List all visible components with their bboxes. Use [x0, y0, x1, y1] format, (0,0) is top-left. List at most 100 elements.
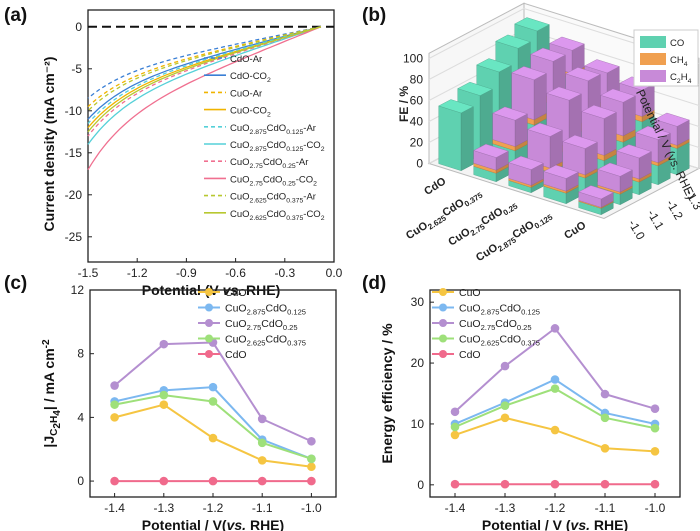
- data-point: [110, 476, 119, 486]
- panel-label-a: (a): [4, 5, 27, 26]
- data-point: [208, 397, 218, 406]
- x-tick-label: -1.1: [252, 501, 273, 515]
- panel-label-b: (b): [362, 5, 386, 26]
- series-line: [87, 26, 322, 137]
- legend-marker: [205, 303, 213, 312]
- legend-entry: CO: [670, 38, 684, 49]
- y-tick-label: -5: [71, 62, 82, 76]
- y-tick-label: 10: [411, 417, 425, 431]
- data-point: [550, 425, 560, 435]
- series-line: [454, 387, 656, 430]
- bar-face-top: [562, 134, 598, 149]
- legend-entry: C2H4: [670, 72, 692, 85]
- data-point: [500, 413, 510, 423]
- y-tick-label: -15: [65, 146, 83, 160]
- data-point: [307, 454, 316, 464]
- x-tick-label: -0.9: [176, 266, 197, 280]
- bar-face-side: [603, 111, 617, 156]
- y-tick-label: 0: [77, 474, 84, 488]
- data-point: [550, 324, 560, 333]
- y-tick-label: 0: [417, 478, 424, 492]
- bar-face-top: [476, 58, 512, 73]
- data-point: [550, 384, 560, 393]
- legend-entry: CuO: [459, 287, 481, 299]
- bar-face-top: [654, 112, 690, 127]
- z-tick-label: 60: [410, 94, 424, 108]
- x-tick-label: -1.4: [445, 501, 466, 515]
- series-line: [87, 26, 322, 145]
- data-point: [208, 476, 218, 486]
- bar-face-top: [495, 34, 531, 49]
- data-point: [257, 456, 267, 465]
- data-point: [450, 407, 460, 417]
- data-point: [450, 422, 460, 432]
- legend-entry: CdO-CO2: [230, 71, 271, 84]
- series-line: [87, 26, 322, 112]
- bar-face-side: [622, 95, 636, 137]
- bar-face-top: [508, 155, 544, 170]
- data-point: [257, 438, 267, 448]
- data-point: [110, 400, 119, 409]
- bar-face-top: [549, 36, 585, 51]
- data-point: [450, 430, 460, 440]
- series-line: [87, 26, 322, 129]
- x-tick-label: -1.4: [104, 501, 125, 515]
- data-point: [110, 381, 119, 390]
- legend-entry: CuO2.75CdO0.25-CO2: [230, 174, 317, 187]
- bar-face-top: [511, 66, 547, 81]
- legend-entry: CuO2.625CdO0.375: [225, 334, 306, 348]
- legend-marker: [439, 303, 447, 312]
- bar-face-top: [635, 125, 671, 140]
- series-line: [87, 26, 322, 99]
- bar-face-side: [549, 129, 563, 169]
- y-tick-label: -10: [65, 104, 83, 118]
- data-point: [650, 404, 660, 414]
- z-tick-label: 20: [410, 136, 424, 150]
- y-tick-label: 30: [411, 295, 425, 309]
- potential-tick-label: -1.1: [644, 207, 667, 232]
- bar-face-top: [527, 122, 563, 137]
- z-tick-label: 80: [410, 73, 424, 87]
- legend-entry: CuO2.75CdO0.25-Ar: [230, 157, 308, 170]
- bar-face-top: [543, 164, 579, 179]
- x-tick-label: 0.0: [326, 266, 343, 280]
- data-point: [500, 361, 510, 371]
- data-point: [307, 462, 316, 472]
- data-point: [257, 414, 267, 424]
- data-point: [650, 423, 660, 433]
- chart-c: -1.4 -1.3 -1.2 -1.1 -1.0 0 4 8 12 Potential / V(v…: [41, 283, 337, 531]
- y-tick-label: 12: [71, 283, 85, 297]
- potential-tick-label: -1.2: [663, 197, 686, 222]
- data-point: [307, 476, 316, 486]
- data-point: [110, 413, 119, 422]
- chart-a: -1.5 -1.2 -0.9 -0.6 -0.3 0.00-5-10-15-20-25Po…: [41, 9, 343, 298]
- legend-swatch: [640, 53, 666, 65]
- series-line: [113, 341, 312, 443]
- bar-face-top: [492, 106, 528, 121]
- legend-entry: CuO2.75CdO0.25: [459, 318, 532, 332]
- z-tick-label: 100: [403, 52, 423, 66]
- legend-entry: CuO2.875CdO0.125-Ar: [230, 123, 316, 136]
- bar-face-top: [473, 143, 509, 158]
- data-point: [159, 476, 169, 486]
- x-tick-label: -1.3: [495, 501, 516, 515]
- legend-entry: CuO: [225, 287, 247, 299]
- z-axis-label: FE / %: [397, 86, 411, 122]
- legend-marker: [205, 319, 213, 327]
- legend-marker: [439, 334, 447, 343]
- bar-face-top: [584, 59, 620, 74]
- catalyst-label: CuO: [562, 219, 588, 242]
- data-point: [500, 479, 510, 489]
- data-point: [550, 375, 560, 384]
- catalyst-label: CdO: [422, 175, 448, 198]
- bar-face-top: [514, 17, 550, 32]
- y-tick-label: 20: [411, 356, 425, 370]
- y-tick-label: 4: [77, 410, 84, 424]
- data-point: [159, 339, 169, 349]
- data-point: [257, 476, 267, 486]
- x-tick-label: -1.3: [153, 501, 174, 515]
- y-tick-label: 8: [77, 347, 84, 361]
- legend-entry: CuO2.75CdO0.25: [225, 318, 298, 332]
